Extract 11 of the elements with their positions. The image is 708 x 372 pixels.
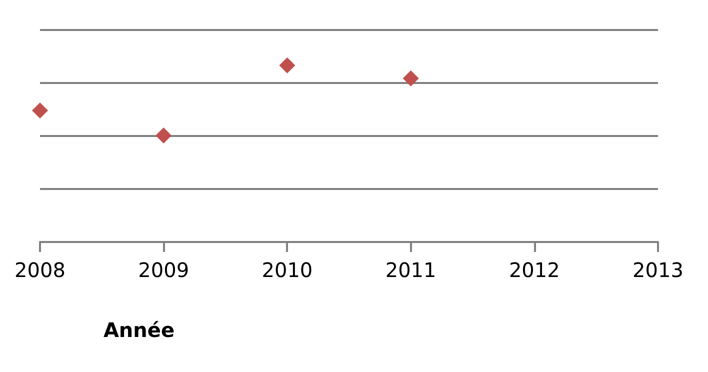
point	[279, 57, 296, 74]
x-axis-title: Année	[103, 318, 175, 342]
point	[32, 102, 48, 119]
x-tick-label: 2009	[138, 258, 190, 282]
x-tick-label: 2010	[262, 258, 313, 282]
point	[402, 70, 419, 86]
point	[156, 127, 172, 144]
x-tick-label: 2011	[385, 258, 436, 282]
x-tick-label: 2008	[14, 258, 66, 282]
x-tick-label: 2012	[508, 258, 560, 282]
x-tick-label: 2013	[632, 258, 684, 282]
